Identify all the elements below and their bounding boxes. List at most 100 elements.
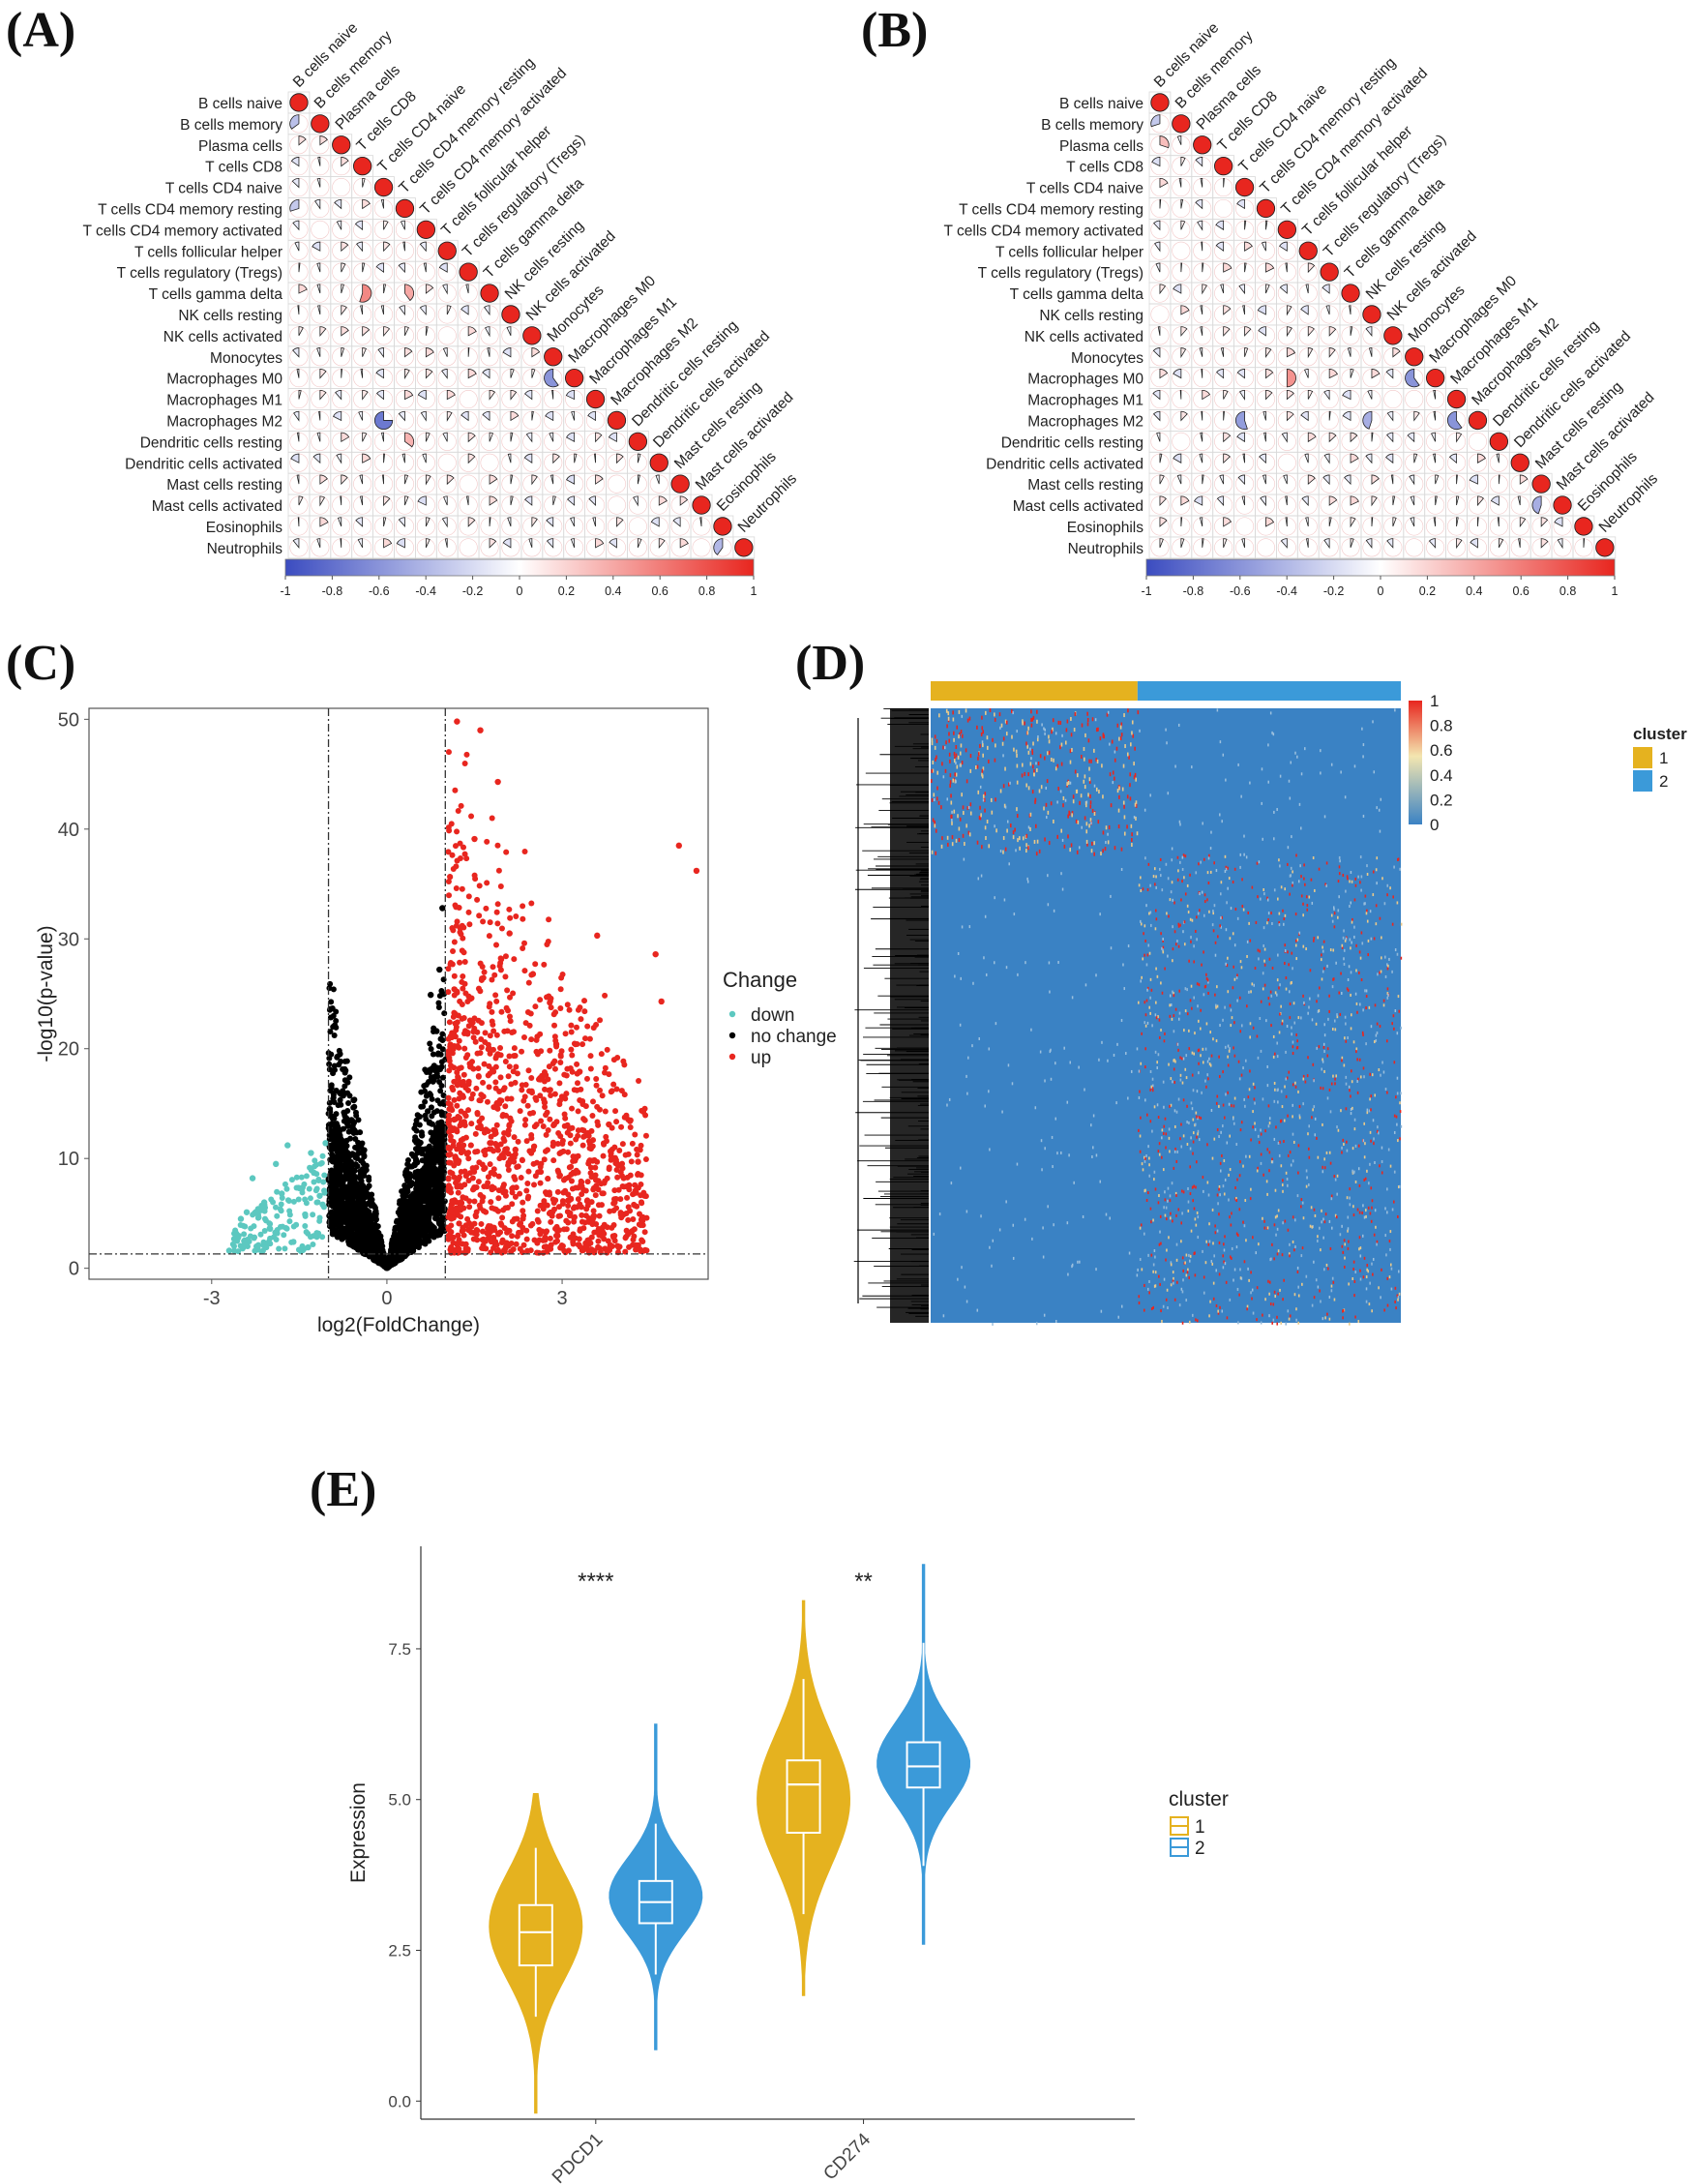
corr-pie-wedge (417, 495, 427, 506)
row-label-21: Neutrophils (1068, 541, 1144, 557)
row-label-14: Macrophages M1 (1027, 393, 1144, 409)
point-up (548, 1218, 554, 1225)
row-label-10: NK cells resting (1039, 308, 1144, 324)
corr-pie-wedge (1368, 347, 1373, 357)
point-nochange (372, 1212, 379, 1219)
point-up (473, 1085, 480, 1092)
corr-pie-wedge (1265, 347, 1272, 359)
corr-pie-wedge (417, 389, 427, 401)
point-up (470, 1034, 477, 1041)
point-nochange (346, 1092, 353, 1099)
row-label-20: Eosinophils (1067, 520, 1144, 536)
point-up (493, 998, 500, 1004)
panel-c: (C) -3 0 3 0 10 20 30 40 50 log2(FoldChange) -log1… (0, 629, 871, 1364)
corr-pie-full (1426, 369, 1445, 388)
point-nochange (354, 1236, 361, 1242)
point-nochange (426, 1079, 432, 1086)
corr-pie-wedge (1244, 347, 1249, 357)
point-nochange (428, 1230, 434, 1237)
row-label-15: Macrophages M2 (166, 413, 282, 430)
corr-pie-full (459, 262, 478, 282)
corr-pie-wedge (1265, 220, 1268, 230)
grid-cell (309, 218, 332, 241)
point-up (547, 1116, 553, 1122)
point-nochange (346, 1074, 353, 1081)
corr-pie-wedge (1428, 538, 1437, 549)
corr-pie-full (501, 305, 520, 324)
x-tick-label: 3 (556, 1288, 567, 1309)
point-nochange (350, 1097, 357, 1104)
point-up (445, 1094, 452, 1101)
point-nochange (414, 1182, 421, 1188)
corr-pie-wedge (1152, 389, 1161, 401)
point-nochange (422, 1066, 429, 1073)
y-tick-label: 30 (58, 929, 79, 950)
corr-pie-wedge (446, 410, 453, 422)
point-up (531, 1182, 538, 1188)
corr-pie-wedge (1433, 410, 1437, 421)
point-nochange (437, 1035, 444, 1042)
corr-pie-wedge (298, 262, 301, 273)
point-down (302, 1222, 309, 1229)
point-nochange (331, 1216, 338, 1223)
corr-pie-full (585, 389, 606, 409)
corr-pie-wedge (1200, 177, 1203, 188)
point-nochange (425, 1182, 431, 1188)
point-up (523, 1187, 530, 1194)
corr-pie-wedge (1435, 474, 1440, 485)
point-nochange (339, 1236, 345, 1242)
corr-pie-wedge (360, 369, 364, 378)
corr-pie-wedge (1223, 326, 1231, 337)
y-tick-label: 40 (58, 820, 79, 841)
corr-pie-wedge (595, 432, 603, 443)
point-down (297, 1246, 304, 1253)
corr-pie-wedge (1307, 347, 1314, 359)
point-up (454, 1102, 460, 1109)
point-nochange (401, 1194, 407, 1201)
corr-pie-wedge (316, 538, 321, 548)
corr-pie-wedge (1409, 474, 1415, 486)
corr-pie-wedge (569, 517, 576, 527)
point-down (266, 1220, 273, 1227)
point-up (456, 1044, 462, 1051)
corr-pie-wedge (1265, 284, 1270, 294)
point-nochange (346, 1182, 353, 1189)
grid-cell (690, 536, 713, 559)
corr-pie-wedge (1241, 495, 1245, 506)
pie-outline (1405, 390, 1424, 409)
corr-pie-full (1298, 241, 1318, 260)
corr-pie-wedge (1307, 474, 1316, 486)
corr-pie-wedge (341, 305, 347, 316)
point-nochange (351, 1177, 358, 1183)
point-nochange (404, 1161, 411, 1168)
point-down (277, 1223, 283, 1230)
point-down (251, 1211, 257, 1217)
point-down (319, 1152, 326, 1159)
point-nochange (347, 1171, 354, 1178)
point-down (321, 1172, 328, 1179)
corr-pie-wedge (1216, 495, 1225, 507)
point-up (476, 1202, 483, 1209)
corr-pie-wedge (1323, 538, 1330, 550)
corr-pie-wedge (1540, 517, 1549, 527)
corr-pie-wedge (383, 495, 391, 507)
point-nochange (437, 1088, 444, 1094)
corr-pie-wedge (1242, 305, 1245, 315)
point-nochange (344, 1197, 351, 1204)
point-nochange (333, 1131, 340, 1138)
colorbar-tick-label: -0.8 (322, 584, 343, 598)
corr-pie-wedge (298, 326, 304, 337)
point-nochange (359, 1211, 366, 1217)
grid-cell (457, 536, 480, 559)
corr-pie-wedge (1286, 347, 1296, 358)
row-label-18: Mast cells resting (1027, 477, 1144, 494)
point-up (494, 920, 501, 927)
corr-pie-wedge (425, 326, 429, 336)
point-nochange (340, 1193, 346, 1200)
corr-pie-wedge (1497, 517, 1500, 526)
corr-pie-full (1341, 284, 1360, 303)
point-up (579, 1212, 585, 1218)
corr-pie-wedge (420, 410, 427, 422)
corr-pie-wedge (1159, 177, 1169, 189)
corr-pie-wedge (595, 474, 604, 485)
